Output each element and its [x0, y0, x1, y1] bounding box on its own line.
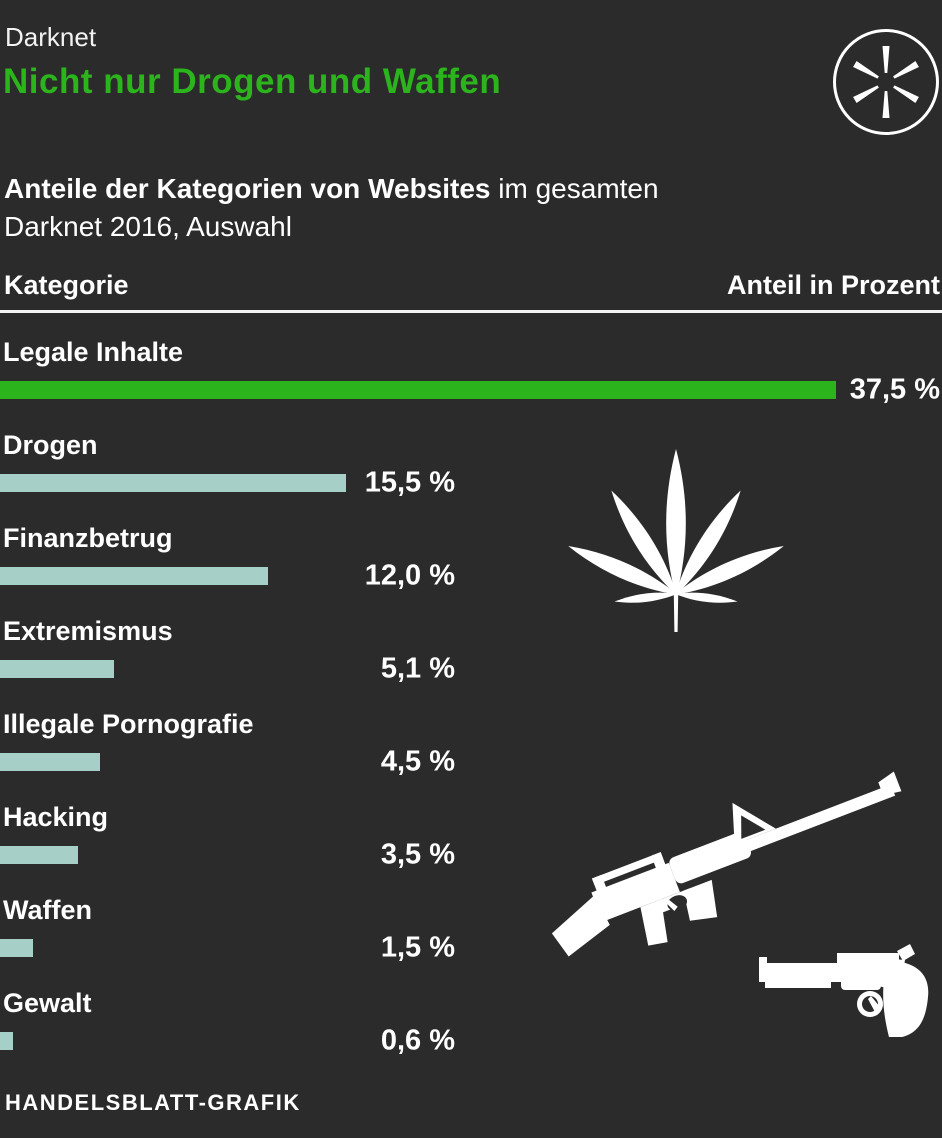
table-row: Extremismus 5,1 %: [0, 616, 942, 685]
bar-hacking: [0, 846, 79, 864]
category-label: Legale Inhalte: [3, 337, 184, 367]
header-divider: [0, 310, 942, 313]
category-label: Gewalt: [3, 988, 92, 1018]
bar-track: 3,5 %: [0, 839, 942, 871]
revolver-icon: [753, 944, 935, 1040]
category-label: Finanzbetrug: [3, 523, 173, 553]
category-label: Hacking: [3, 802, 109, 832]
value-label: 37,5 %: [849, 373, 940, 406]
category-label: Illegale Pornografie: [3, 709, 254, 739]
value-label: 3,5 %: [380, 838, 455, 871]
bar-illegale-pornografie: [0, 753, 101, 771]
subtitle-line2: Darknet 2016, Auswahl: [4, 211, 292, 242]
category-label: Extremismus: [3, 616, 173, 646]
table-row: Finanzbetrug 12,0 %: [0, 523, 942, 592]
bar-legale-inhalte: [0, 381, 836, 399]
table-row: Gewalt 0,6 %: [0, 988, 942, 1057]
cannabis-leaf-icon: [560, 442, 792, 634]
column-header-kategorie: Kategorie: [4, 270, 129, 300]
table-row: Legale Inhalte 37,5 %: [0, 337, 942, 406]
chart-subtitle: Anteile der Kategorien von Websites im g…: [4, 170, 659, 246]
table-row: Illegale Pornografie 4,5 %: [0, 709, 942, 778]
subtitle-bold: Anteile der Kategorien von Websites: [4, 173, 491, 204]
value-label: 1,5 %: [380, 931, 455, 964]
page-title: Nicht nur Drogen und Waffen: [3, 62, 502, 101]
subtitle-regular: im gesamten: [490, 173, 659, 204]
table-row: Waffen 1,5 %: [0, 895, 942, 964]
category-label: Waffen: [3, 895, 92, 925]
asterisk-circle-icon: [831, 27, 941, 137]
bar-track: 0,6 %: [0, 1025, 942, 1057]
category-label: Drogen: [3, 430, 98, 460]
bar-finanzbetrug: [0, 567, 268, 585]
bar-track: 5,1 %: [0, 653, 942, 685]
bar-extremismus: [0, 660, 114, 678]
bar-chart: Legale Inhalte 37,5 % Drogen 15,5 % Fina…: [0, 338, 942, 1082]
column-header-anteil: Anteil in Prozent: [726, 270, 940, 300]
value-label: 12,0 %: [364, 559, 455, 592]
table-row: Hacking 3,5 %: [0, 802, 942, 871]
bar-track: 12,0 %: [0, 560, 942, 592]
bar-track: 15,5 %: [0, 467, 942, 499]
table-header: Kategorie Anteil in Prozent: [4, 270, 940, 301]
table-row: Drogen 15,5 %: [0, 430, 942, 499]
value-label: 0,6 %: [380, 1024, 455, 1057]
bar-track: 1,5 %: [0, 932, 942, 964]
rifle-icon: [520, 750, 920, 985]
kicker-label: Darknet: [5, 22, 97, 52]
bar-waffen: [0, 939, 34, 957]
bar-drogen: [0, 474, 346, 492]
source-credit: HANDELSBLATT-GRAFIK: [5, 1090, 301, 1115]
bar-track: 4,5 %: [0, 746, 942, 778]
bar-gewalt: [0, 1032, 14, 1050]
bar-track: 37,5 %: [0, 374, 942, 406]
value-label: 4,5 %: [380, 745, 455, 778]
value-label: 15,5 %: [364, 466, 455, 499]
value-label: 5,1 %: [380, 652, 455, 685]
